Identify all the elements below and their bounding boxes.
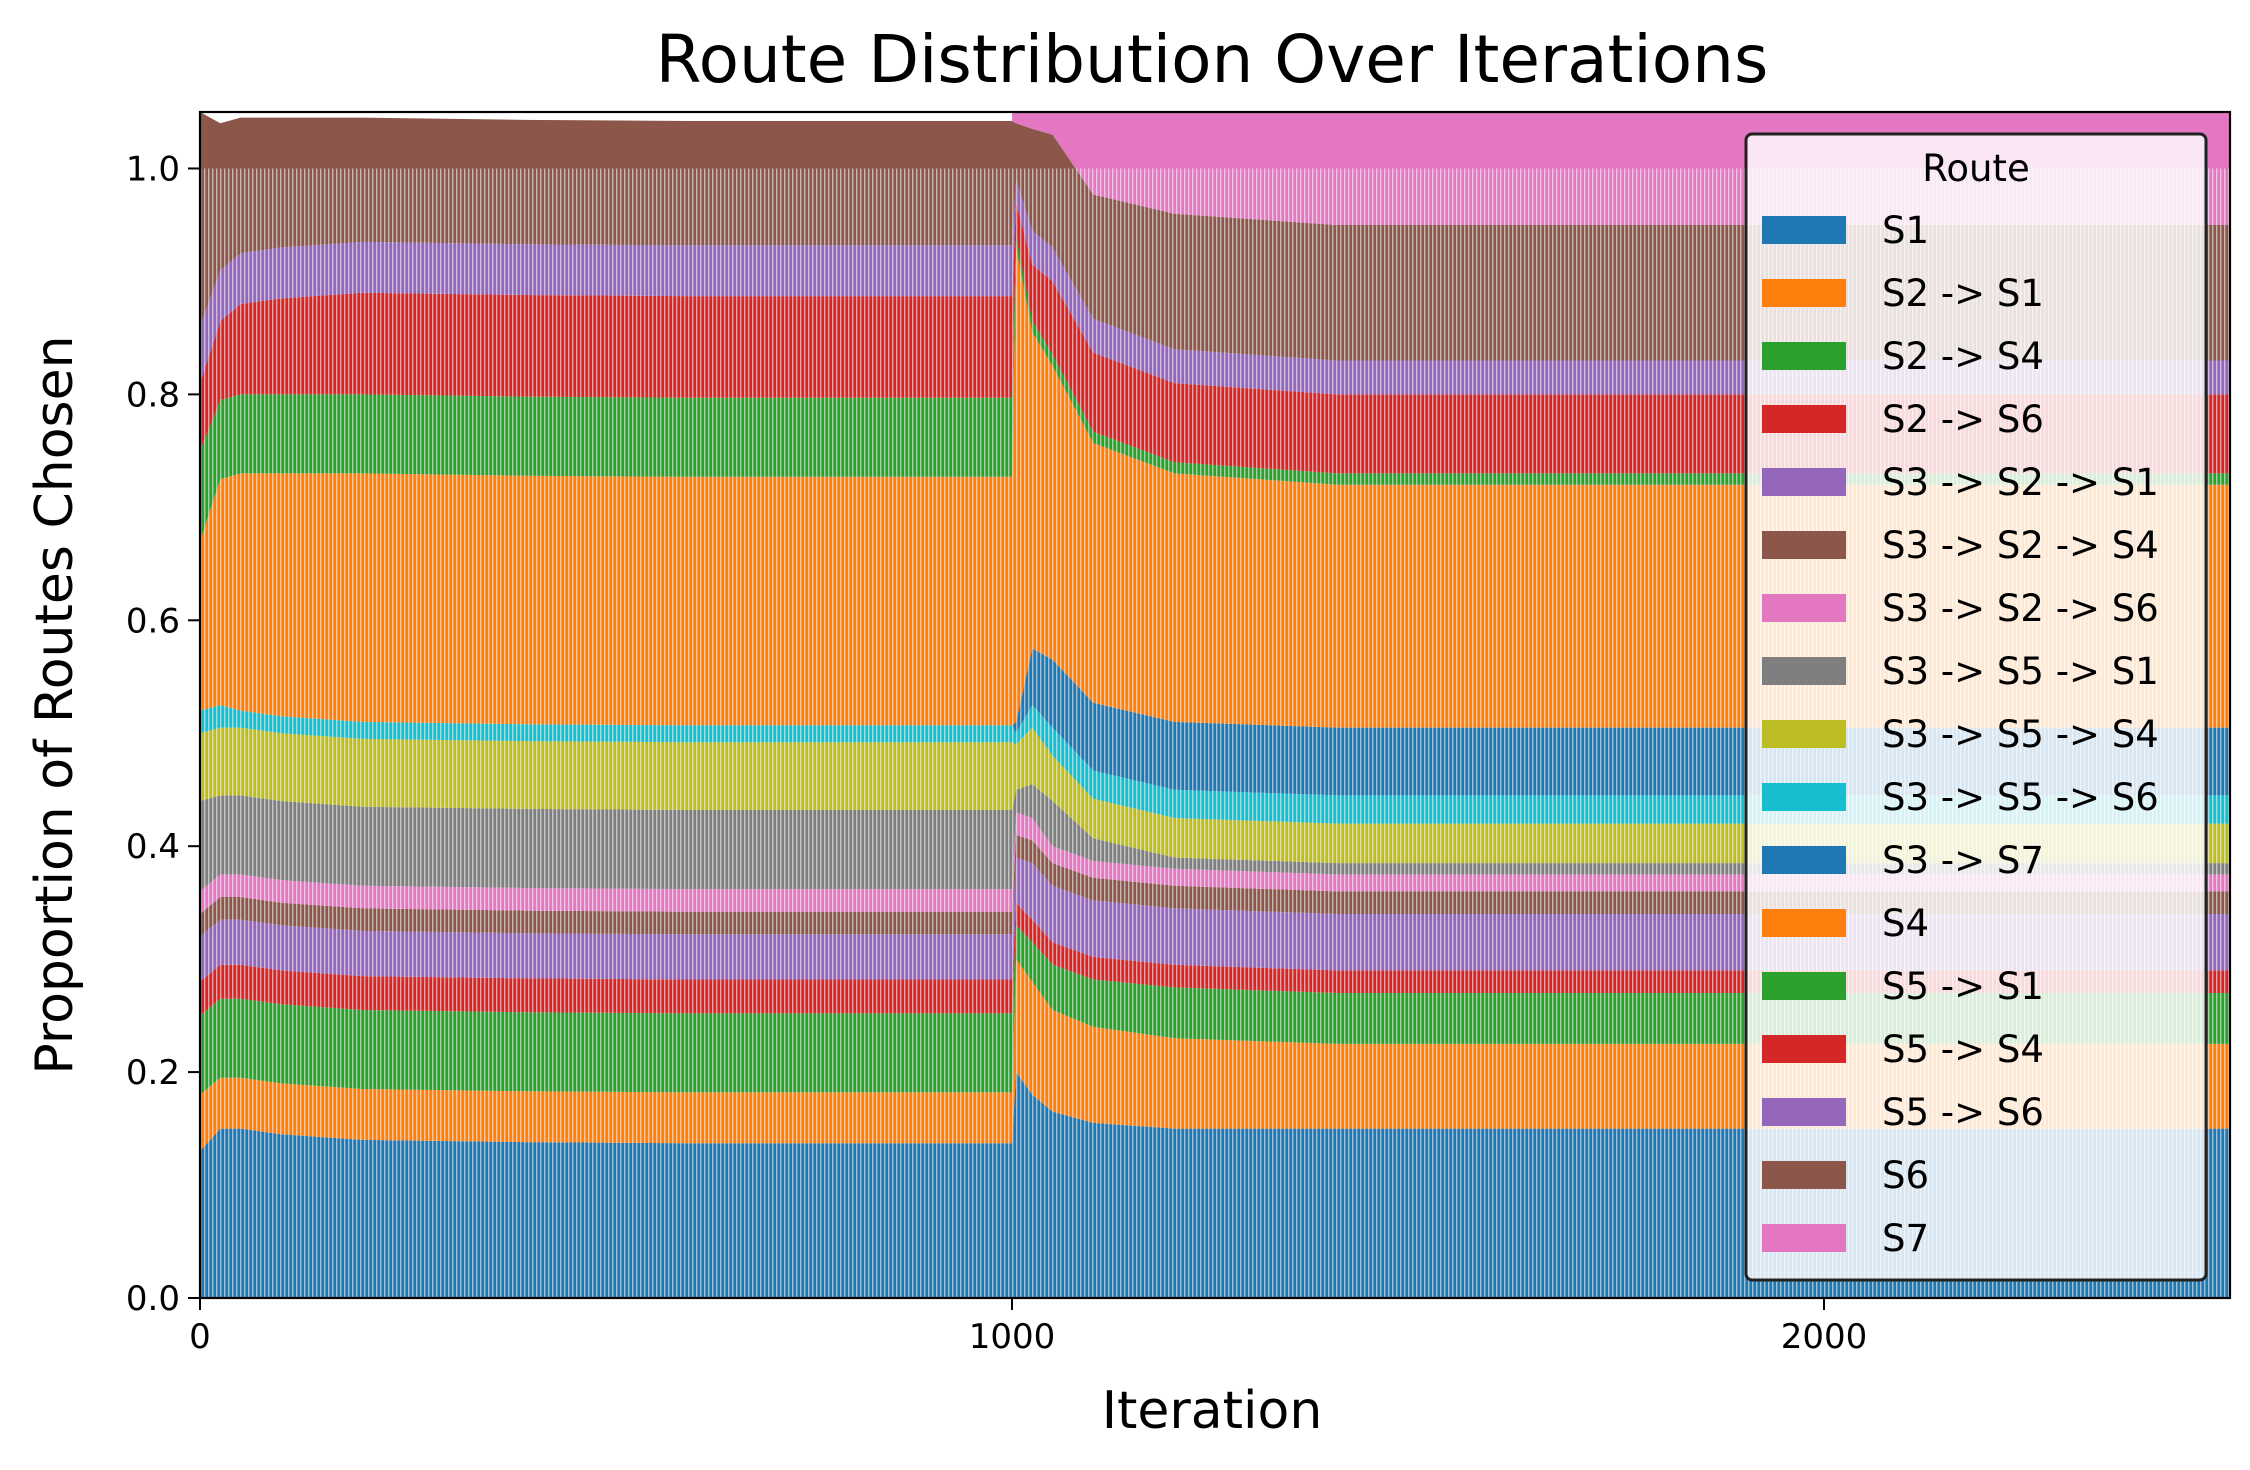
legend-swatch: [1762, 909, 1846, 937]
legend-swatch: [1762, 216, 1846, 244]
legend-label: S5 -> S6: [1882, 1091, 2044, 1134]
legend-item: S2 -> S4: [1762, 335, 2044, 378]
y-axis: 0.0 0.2 0.4 0.6 0.8 1.0: [126, 149, 200, 1319]
x-tick-label: 1000: [969, 1317, 1056, 1357]
legend-label: S2 -> S4: [1882, 335, 2044, 378]
legend-label: S3 -> S5 -> S1: [1882, 650, 2159, 693]
legend-item: S5 -> S6: [1762, 1091, 2044, 1134]
legend-label: S5 -> S1: [1882, 965, 2044, 1008]
legend-label: S2 -> S1: [1882, 272, 2044, 315]
legend-label: S7: [1882, 1217, 1929, 1260]
legend-item: S3 -> S5 -> S6: [1762, 776, 2159, 819]
legend-swatch: [1762, 1035, 1846, 1063]
legend-swatch: [1762, 1161, 1846, 1189]
legend-item: S6: [1762, 1154, 1929, 1197]
legend-swatch: [1762, 972, 1846, 1000]
legend-swatch: [1762, 342, 1846, 370]
legend-swatch: [1762, 594, 1846, 622]
chart-title: Route Distribution Over Iterations: [656, 21, 1769, 98]
legend-swatch: [1762, 720, 1846, 748]
y-tick-label: 0.8: [126, 375, 180, 415]
legend-label: S3 -> S2 -> S6: [1882, 587, 2159, 630]
legend-swatch: [1762, 468, 1846, 496]
legend-label: S3 -> S7: [1882, 839, 2044, 882]
legend-label: S6: [1882, 1154, 1929, 1197]
legend-swatch: [1762, 279, 1846, 307]
x-tick-label: 2000: [1781, 1317, 1868, 1357]
legend-title: Route: [1922, 147, 2029, 190]
legend-item: S3 -> S5 -> S4: [1762, 713, 2159, 756]
y-tick-label: 1.0: [126, 149, 180, 189]
legend-item: S2 -> S6: [1762, 398, 2044, 441]
legend-item: S3 -> S2 -> S6: [1762, 587, 2159, 630]
legend-label: S3 -> S5 -> S4: [1882, 713, 2159, 756]
y-tick-label: 0.4: [126, 827, 180, 867]
plot-frame: [198, 110, 2232, 1300]
legend-item: S3 -> S5 -> S1: [1762, 650, 2159, 693]
y-axis-label: Proportion of Routes Chosen: [25, 335, 85, 1074]
legend-swatch: [1762, 783, 1846, 811]
legend-swatch: [1762, 657, 1846, 685]
y-tick-label: 0.2: [126, 1053, 180, 1093]
legend-items: S1 S2 -> S1 S2 -> S4 S2 -> S6 S3 -> S2 -> S1…: [1762, 209, 2159, 1260]
legend-label: S2 -> S6: [1882, 398, 2044, 441]
legend-item: S5 -> S4: [1762, 1028, 2044, 1071]
legend-label: S5 -> S4: [1882, 1028, 2044, 1071]
legend-item: S1: [1762, 209, 1929, 252]
legend-label: S3 -> S2 -> S1: [1882, 461, 2159, 504]
legend-swatch: [1762, 405, 1846, 433]
legend-item: S5 -> S1: [1762, 965, 2044, 1008]
x-axis-label: Iteration: [1102, 1381, 1323, 1441]
legend-label: S1: [1882, 209, 1929, 252]
legend-item: S4: [1762, 902, 1929, 945]
legend-box: [1744, 132, 2208, 1282]
legend-label: S3 -> S2 -> S4: [1882, 524, 2159, 567]
y-tick-label: 0.6: [126, 601, 180, 641]
legend-swatch: [1762, 1224, 1846, 1252]
legend-item: S7: [1762, 1217, 1929, 1260]
x-tick-label: 0: [189, 1317, 211, 1357]
legend: Route S1 S2 -> S1 S2 -> S4 S2 -> S6 S3 -> S2…: [1744, 132, 2208, 1282]
x-axis: 0 1000 2000: [189, 1298, 1867, 1357]
y-tick-label: 0.0: [126, 1279, 180, 1319]
legend-item: S3 -> S7: [1762, 839, 2044, 882]
legend-item: S3 -> S2 -> S4: [1762, 524, 2159, 567]
legend-label: S4: [1882, 902, 1929, 945]
legend-swatch: [1762, 846, 1846, 874]
legend-item: S3 -> S2 -> S1: [1762, 461, 2159, 504]
legend-item: S2 -> S1: [1762, 272, 2044, 315]
legend-label: S3 -> S5 -> S6: [1882, 776, 2159, 819]
legend-swatch: [1762, 531, 1846, 559]
legend-swatch: [1762, 1098, 1846, 1126]
